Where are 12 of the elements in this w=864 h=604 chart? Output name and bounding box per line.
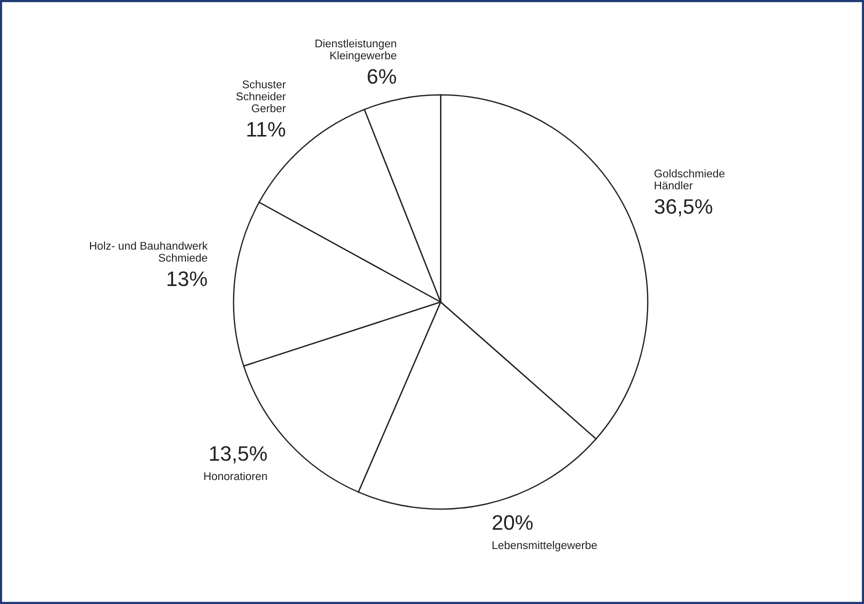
data-label: 6%: [368, 69, 396, 84]
slice-label: Goldschmiede Händler: [654, 169, 724, 190]
data-label: 13%: [168, 271, 207, 286]
data-label: 11%: [247, 122, 286, 137]
slice-label: Lebensmittelgewerbe: [492, 540, 597, 552]
data-label: 36,5%: [654, 199, 712, 216]
data-label: 20%: [492, 515, 533, 530]
slice-label: Honoratioren: [204, 472, 267, 480]
data-label: 13,5%: [210, 446, 267, 464]
slice-label: Holz- und Bauhandwerk Schmiede: [90, 242, 208, 262]
slice-label: Dienstleistungen Kleingewerbe: [316, 39, 396, 62]
slice-label: Schuster Schneider Gerber: [236, 80, 286, 112]
